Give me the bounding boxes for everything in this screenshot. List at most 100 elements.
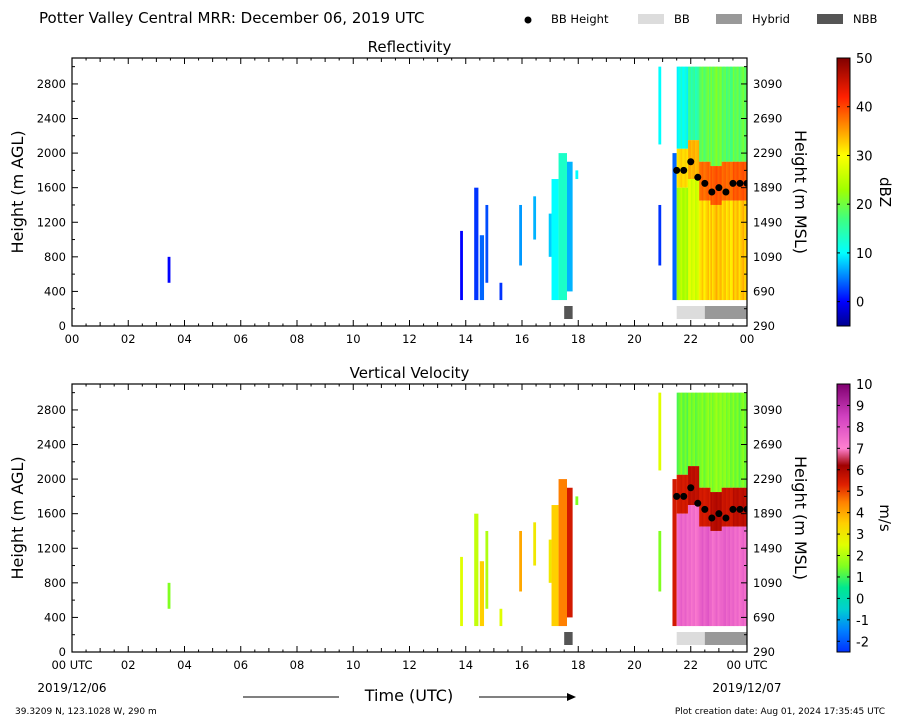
column-upper-cell (723, 66, 725, 162)
column-lower-cell (694, 179, 697, 301)
column-lower-cell (709, 526, 711, 627)
y-tick-label: 400 (44, 284, 66, 298)
echo-cell (479, 561, 485, 627)
column-upper-cell (731, 66, 734, 162)
y-tick-label: 0 (59, 645, 66, 659)
column-upper-cell (702, 66, 704, 162)
column-upper-cell (745, 392, 747, 488)
top-legend: BB Height BB Hybrid NBB (524, 12, 877, 26)
column-lower-cell (716, 530, 718, 627)
column-upper-cell (682, 66, 685, 149)
column-lower-cell (704, 526, 707, 627)
column-upper-cell (732, 392, 735, 488)
echo-cell (479, 235, 485, 301)
column-lower-cell (692, 179, 695, 301)
column-lower-cell (714, 530, 717, 627)
colorbar-tick-label: 7 (856, 442, 864, 457)
start-date-label: 2019/12/06 (37, 681, 106, 695)
column-lower-cell (730, 200, 733, 301)
y-right-tick-label: 2290 (753, 146, 782, 160)
y-right-tick-label: 1490 (753, 215, 782, 229)
column-upper-cell (734, 66, 737, 162)
column-band-cell (679, 148, 682, 188)
column-lower-cell (696, 505, 699, 627)
column-band-cell (700, 487, 703, 527)
column-lower-cell (680, 187, 683, 301)
column-lower-cell (707, 200, 710, 301)
column-upper-cell (709, 66, 711, 162)
column-band-cell (727, 487, 730, 527)
column-band-cell (723, 161, 725, 201)
column-upper-cell (744, 392, 747, 488)
bb-height-point (708, 188, 716, 196)
bb-type-hybrid (704, 306, 747, 319)
column-upper-cell (700, 392, 703, 488)
column-upper-cell (727, 392, 730, 488)
echo-cell (485, 530, 489, 609)
column-lower-cell (730, 526, 733, 627)
column-upper-cell (685, 392, 688, 475)
bb-height-point (715, 184, 723, 192)
bb-height-point (736, 505, 744, 513)
column-lower-cell (721, 200, 724, 301)
column-upper-cell (721, 66, 724, 162)
colorbar-tick-label: 6 (856, 464, 864, 479)
column-lower-cell (700, 526, 703, 627)
y-tick-label: 1600 (37, 507, 66, 521)
y-right-tick-label: 2290 (753, 472, 782, 486)
column-lower-cell (723, 200, 725, 301)
column-upper-cell (711, 66, 714, 167)
column-upper-cell (679, 392, 682, 475)
column-lower-cell (703, 526, 706, 627)
column-upper-cell (689, 66, 692, 141)
x-tick-label: 20 (627, 332, 642, 346)
column-lower-cell (683, 187, 686, 301)
column-upper-cell (717, 66, 720, 167)
column-upper-cell (706, 66, 709, 162)
column-lower-cell (676, 187, 679, 301)
column-upper-cell (700, 66, 703, 162)
column-band-cell (711, 492, 714, 531)
column-upper-cell (690, 392, 693, 467)
column-lower-cell (709, 200, 711, 301)
x-tick-label: 00 UTC (726, 658, 767, 672)
column-band-cell (710, 166, 713, 205)
column-upper-cell (742, 66, 745, 162)
x-tick-label: 00 UTC (51, 658, 92, 672)
column-band-cell (728, 161, 731, 201)
column-upper-cell (724, 66, 727, 162)
column-upper-cell (725, 66, 728, 162)
echo-cell (548, 539, 552, 583)
plot-frame (71, 57, 748, 327)
y-tick-label: 1200 (37, 215, 66, 229)
bb-height-point (687, 484, 695, 492)
column-upper-cell (703, 392, 706, 488)
colorbar (836, 383, 851, 653)
colorbar-tick-label: -2 (856, 635, 869, 650)
legend-label-bb: BB (674, 12, 690, 26)
column-band-cell (700, 161, 703, 201)
column-band-cell (710, 492, 713, 531)
column-upper-cell (731, 392, 734, 488)
plot-frame (71, 383, 748, 653)
column-lower-cell (728, 200, 731, 301)
column-band-cell (694, 140, 697, 180)
column-upper-cell (676, 66, 679, 149)
column-band-cell (694, 466, 697, 506)
column-upper-cell (723, 392, 725, 488)
y-axis-label: Height (m AGL) (8, 130, 27, 253)
column-lower-cell (720, 204, 723, 301)
bb-height-point (722, 514, 730, 522)
column-upper-cell (741, 66, 744, 162)
column-lower-cell (734, 200, 737, 301)
colorbar-tick-label: 50 (856, 52, 873, 67)
colorbar-tick-label: 4 (856, 507, 864, 522)
x-tick-label: 06 (233, 332, 248, 346)
x-axis-label: Time (UTC) (364, 686, 453, 705)
column-lower-cell (694, 505, 697, 627)
column-upper-cell (716, 392, 718, 493)
legend-swatch-hybrid (716, 14, 742, 24)
column-upper-cell (728, 66, 731, 162)
